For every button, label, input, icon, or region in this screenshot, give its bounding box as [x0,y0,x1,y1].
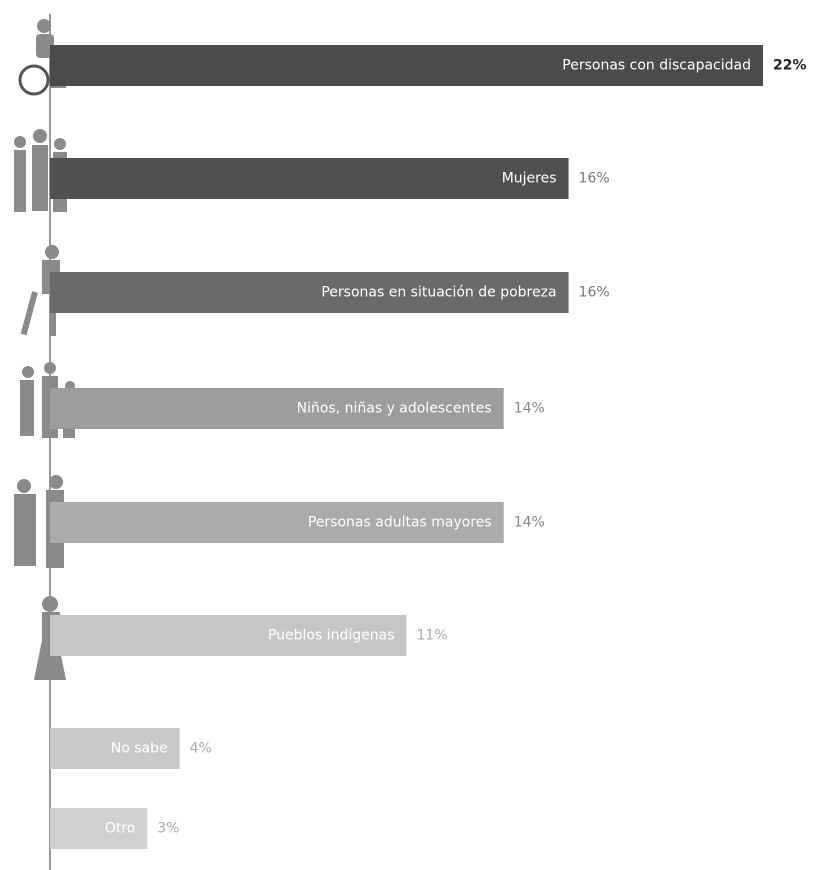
bar [50,502,504,543]
bar [50,272,569,313]
icons [14,19,75,680]
category-label: Personas con discapacidad [562,58,751,74]
bar [50,45,763,86]
bar [50,615,407,656]
value-label: 3% [157,821,179,837]
category-label: Personas en situación de pobreza [321,285,556,301]
bar [50,808,148,849]
value-label: 14% [514,401,545,417]
value-label: 16% [579,285,610,301]
value-label: 22% [773,58,807,74]
bar [50,158,569,199]
value-label: 16% [579,171,610,187]
category-label: Pueblos indígenas [268,628,395,644]
category-label: Niños, niñas y adolescentes [297,401,492,417]
value-label: 11% [417,628,448,644]
value-label: 4% [190,741,212,757]
category-label: Mujeres [502,171,557,187]
category-label: No sabe [111,741,168,757]
category-label: Personas adultas mayores [308,515,492,531]
value-label: 14% [514,515,545,531]
bar [50,728,180,769]
bar [50,388,504,429]
category-label: Otro [105,821,136,837]
